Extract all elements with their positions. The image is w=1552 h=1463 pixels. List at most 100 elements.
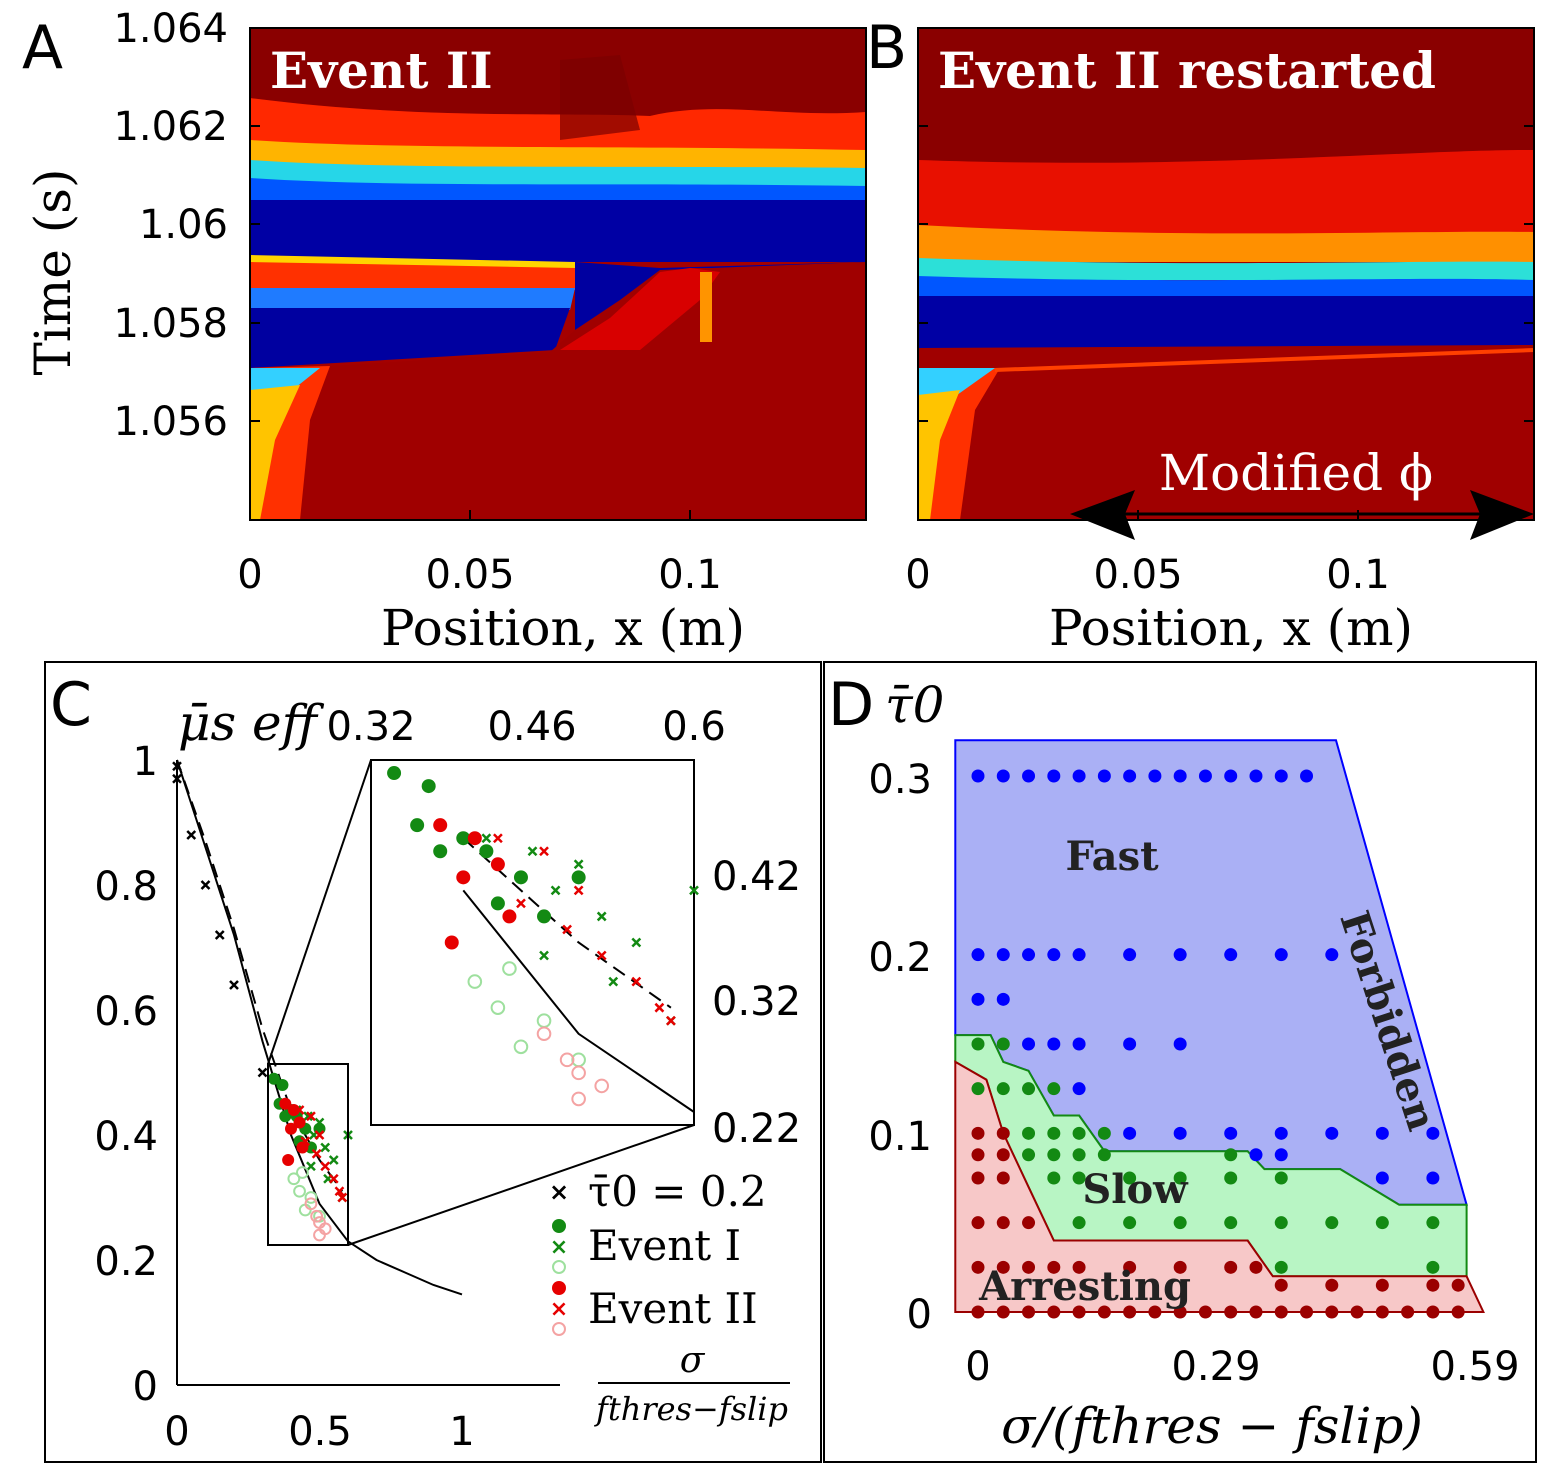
slow-point <box>1072 1171 1086 1185</box>
inset-data-point <box>666 1015 676 1026</box>
slow-point <box>1173 1216 1187 1230</box>
legend-event1-label: Event I <box>588 1221 741 1270</box>
inset-data-point <box>479 844 494 859</box>
panel-a: A Event II <box>22 6 867 657</box>
slow-point <box>1022 1148 1036 1162</box>
slow-point <box>971 1037 985 1051</box>
panel-a-xticks: 0 0.05 0.1 <box>237 510 722 598</box>
inset-data-point <box>594 1078 610 1094</box>
double-arrow-icon <box>1070 490 1534 540</box>
inset-data-point <box>421 779 436 794</box>
fast-point <box>1274 769 1288 783</box>
fast-point <box>1198 769 1212 783</box>
inset-data-point <box>571 870 586 885</box>
arresting-point <box>1173 1305 1187 1319</box>
inset-data-point <box>573 885 584 896</box>
panel-d-xtick: 0.59 <box>1430 1344 1519 1390</box>
panel-b-yticks <box>918 125 1534 422</box>
data-point <box>287 1172 301 1186</box>
panel-c-main-plot <box>172 759 463 1296</box>
arresting-point <box>1274 1305 1288 1319</box>
data-point <box>304 1197 318 1211</box>
arresting-point <box>1249 1305 1263 1319</box>
panel-d-frame <box>823 661 1537 1463</box>
fast-point <box>971 948 985 962</box>
inset-data-point <box>456 870 471 885</box>
fast-point <box>996 769 1010 783</box>
legend-marker-event1-filled <box>552 1219 566 1233</box>
arresting-point <box>1022 1260 1036 1274</box>
panel-a-xlabel: Position, x (m) <box>381 599 745 657</box>
panel-c-xlabel-den: fthres−fslip <box>594 1390 788 1428</box>
panel-c-xlabel-num: σ <box>680 1340 706 1381</box>
panel-c-xticks: 0 0.5 1 <box>164 1409 474 1455</box>
slow-point <box>1224 1148 1238 1162</box>
legend-tau-label: τ̄0 = 0.2 <box>588 1167 767 1216</box>
fast-point <box>1097 769 1111 783</box>
slow-point <box>1097 1126 1111 1140</box>
slow-point <box>1274 1171 1288 1185</box>
panel-a-letter: A <box>22 13 63 83</box>
panel-a-ylabel: Time (s) <box>24 169 82 376</box>
theory-solid-line <box>176 759 463 1296</box>
slow-point <box>1097 1148 1111 1162</box>
arresting-point <box>971 1305 985 1319</box>
panel-c-ytick: 0.4 <box>94 1114 158 1160</box>
data-point <box>282 1154 295 1166</box>
inset-data-point <box>493 833 503 844</box>
arresting-point <box>1325 1278 1339 1292</box>
fast-point <box>1072 769 1086 783</box>
arresting-point <box>1148 1305 1162 1319</box>
inset-data-point <box>559 1052 575 1068</box>
panel-a-xtick: 0.05 <box>425 552 514 598</box>
fast-point <box>1426 1126 1440 1140</box>
fast-point <box>996 948 1010 962</box>
fast-point <box>1249 769 1263 783</box>
fast-point <box>1274 1126 1288 1140</box>
panel-a-ytick: 1.058 <box>113 301 228 347</box>
inset-top-tick: 0.6 <box>662 704 726 750</box>
legend-marker-event1-open <box>552 1260 566 1274</box>
data-point <box>311 1148 322 1159</box>
panel-d-ytick: 0.1 <box>868 1114 932 1160</box>
fast-point <box>1173 769 1187 783</box>
arresting-point <box>996 1171 1010 1185</box>
panel-c-ylabel: μ̄s eff <box>178 694 325 752</box>
inset-theory-solid-line <box>462 889 695 1113</box>
inset-right-tick: 0.22 <box>712 1106 801 1152</box>
fast-point <box>1375 1126 1389 1140</box>
panel-d: D τ̄0 0.3 0.2 0.1 0 0 0.29 0.59 Fast Slo… <box>823 661 1537 1463</box>
arresting-point <box>996 1260 1010 1274</box>
panel-a-ytick: 1.056 <box>113 399 228 445</box>
arresting-point <box>1375 1305 1389 1319</box>
data-point <box>200 880 211 890</box>
data-point <box>310 1209 324 1223</box>
data-point <box>276 1079 289 1091</box>
arresting-point <box>1123 1305 1137 1319</box>
panel-c-ytick: 0.2 <box>94 1239 158 1285</box>
inset-data-point <box>550 885 561 896</box>
slow-point <box>1426 1216 1440 1230</box>
panel-d-letter: D <box>828 670 874 740</box>
inset-data-point <box>481 833 492 844</box>
inset-data-point <box>456 831 471 846</box>
data-point <box>314 1130 325 1140</box>
slow-point <box>1047 1148 1061 1162</box>
panel-a-xtick: 0.1 <box>658 552 722 598</box>
slow-point <box>996 1082 1010 1096</box>
panel-b-letter: B <box>866 13 907 83</box>
fast-point <box>1072 1082 1086 1096</box>
data-point <box>304 1191 318 1204</box>
inset-data-point <box>539 950 549 961</box>
arresting-point <box>1224 1260 1238 1274</box>
panel-b-title: Event II restarted <box>938 41 1436 100</box>
fast-point <box>1047 948 1061 962</box>
panel-b: B Event II restarted <box>866 13 1535 657</box>
inset-data-point <box>631 937 642 948</box>
zoom-box <box>267 1063 349 1246</box>
fast-point <box>1123 1037 1137 1051</box>
data-point <box>172 773 182 784</box>
inset-data-point <box>596 950 607 961</box>
panel-b-heatmap <box>918 28 1534 520</box>
